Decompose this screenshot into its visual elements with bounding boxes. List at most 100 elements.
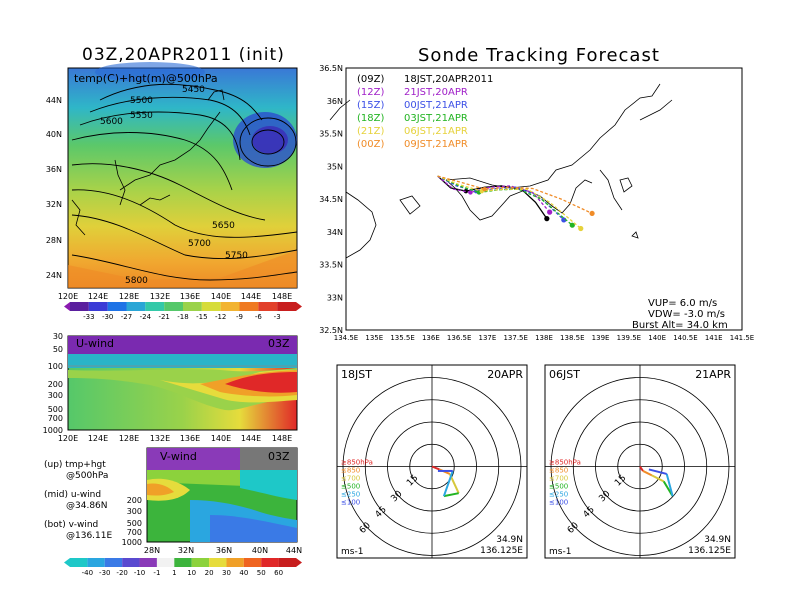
vwind-y-tick: 1000 (122, 538, 142, 547)
map500-x-ticks: 120E 124E 128E 132E 136E 140E 144E 148E (58, 292, 292, 301)
uwind-y-tick: 500 (48, 405, 63, 414)
colorbar-label: 20 (205, 569, 214, 577)
contour-label: 5450 (182, 85, 205, 95)
uwind-time: 03Z (268, 337, 290, 350)
track-x-tick: 139.5E (617, 334, 641, 342)
vwind-x-tick: 40N (252, 546, 268, 555)
uwind-y-tick: 100 (48, 362, 63, 371)
vwind-colorbar: -40 -30 -20 -10 -1 1 10 20 30 40 50 60 (64, 558, 302, 577)
note-bot2: @136.11E (66, 531, 113, 541)
hodo-site-lon: 136.125E (480, 546, 523, 556)
note-mid2: @34.86N (66, 501, 108, 511)
hodo-level-label: ≥850hPa (341, 459, 373, 467)
note-bot: (bot) v-wind (44, 520, 99, 530)
track-point (482, 186, 487, 192)
colorbar-label: -21 (158, 313, 169, 321)
track-end-point (578, 225, 584, 232)
map500-label: temp(C)+hgt(m)@500hPa (74, 72, 218, 85)
uwind-x-tick: 144E (241, 434, 261, 443)
uwind-y-tick: 700 (48, 414, 63, 423)
map500-y-tick: 24N (46, 271, 62, 280)
colorbar-swatch (183, 302, 202, 311)
map500-x-tick: 120E (58, 292, 78, 301)
legend-code: (18Z) (357, 113, 384, 124)
map500-x-tick: 140E (211, 292, 231, 301)
track-end-point (589, 210, 595, 217)
track-x-tick: 141.5E (730, 334, 754, 342)
track-x-tick: 134.5E (334, 334, 358, 342)
contour-label: 5500 (130, 96, 153, 106)
colorbar-label: -18 (177, 313, 188, 321)
track-end-point (561, 217, 567, 223)
colorbar-swatch (220, 302, 240, 311)
track-end-point (569, 222, 575, 228)
map500-contour-labels: 5450 5500 5550 5600 5650 5700 5750 5800 (100, 85, 248, 286)
vwind-x-tick: 36N (216, 546, 232, 555)
map500-colorbar: -33 -30 -27 -24 -21 -18 -15 -12 -9 -6 -3 (64, 302, 302, 321)
track-x-tick: 138E (535, 334, 553, 342)
hodo-level-label: ≤100 (549, 499, 568, 507)
track-legend: (09Z) 18JST,20APR2011 (12Z) 21JST,20APR … (357, 74, 493, 150)
track-y-tick: 32.5N (319, 326, 343, 335)
map500-x-tick: 132E (150, 292, 170, 301)
hodo-level-label: ≤500 (341, 483, 360, 491)
hodo-site-lat: 34.9N (704, 535, 731, 545)
legend-time: 09JST,21APR (404, 139, 468, 150)
colorbar-label: -27 (121, 313, 132, 321)
hodo-segment (442, 470, 454, 497)
colorbar-swatch (278, 558, 296, 567)
uwind-x-tick: 136E (180, 434, 200, 443)
vwind-x-tick: 28N (144, 546, 160, 555)
legend-code: (12Z) (357, 87, 384, 98)
hodo-date-label: 20APR (487, 368, 523, 381)
track-line (437, 175, 593, 214)
hodo-segment (443, 492, 459, 498)
colorbar-swatch (122, 558, 140, 567)
hodo-level-label: ≤850 (549, 467, 568, 475)
colorbar-swatch (145, 302, 165, 311)
uwind-x-tick: 132E (150, 434, 170, 443)
colorbar-swatch (156, 558, 175, 567)
legend-time: 18JST,20APR2011 (404, 74, 493, 85)
track-line (437, 175, 551, 213)
contour-label: 5800 (125, 276, 148, 286)
colorbar-swatch (191, 558, 210, 567)
vwind-time: 03Z (268, 450, 290, 463)
uwind-y-tick: 1000 (43, 426, 63, 435)
colorbar-swatch (261, 558, 279, 567)
legend-code: (15Z) (357, 100, 384, 111)
param-vdw: VDW= -3.0 m/s (648, 309, 725, 320)
colorbar-label: -6 (255, 313, 263, 321)
map500-x-tick: 148E (272, 292, 292, 301)
track-y-tick: 35N (327, 162, 343, 171)
note-mid: (mid) u-wind (44, 490, 102, 500)
uwind-y-tick: 300 (48, 391, 63, 400)
hodo-level-label: ≤850 (341, 467, 360, 475)
hodo-site-lon: 136.125E (688, 546, 731, 556)
uwind-x-tick: 148E (272, 434, 292, 443)
track-y-tick: 36.5N (319, 64, 343, 73)
colorbar-swatch (139, 558, 157, 567)
contour-label: 5550 (130, 111, 153, 121)
colorbar-swatch (164, 302, 183, 311)
map500-x-tick: 136E (180, 292, 200, 301)
map500-field (67, 67, 298, 289)
colorbar-label: -30 (102, 313, 113, 321)
colorbar-label: -10 (134, 569, 145, 577)
hodo-unit: ms-1 (341, 547, 363, 557)
colorbar-swatch (239, 302, 259, 311)
colorbar-label: -12 (215, 313, 226, 321)
colorbar-label: 40 (239, 569, 248, 577)
vwind-y-tick: 700 (127, 528, 142, 537)
colorbar-swatch (258, 302, 278, 311)
contour-label: 5650 (212, 221, 235, 231)
uwind-x-tick: 140E (211, 434, 231, 443)
contour-label: 5750 (225, 251, 248, 261)
track-series (437, 175, 595, 232)
note-up2: @500hPa (66, 471, 109, 481)
colorbar-swatch (70, 558, 88, 567)
panel-notes: (up) tmp+hgt @500hPa (mid) u-wind @34.86… (44, 460, 112, 542)
hodo-level-label: ≥850hPa (549, 459, 581, 467)
track-x-tick: 140E (648, 334, 666, 342)
